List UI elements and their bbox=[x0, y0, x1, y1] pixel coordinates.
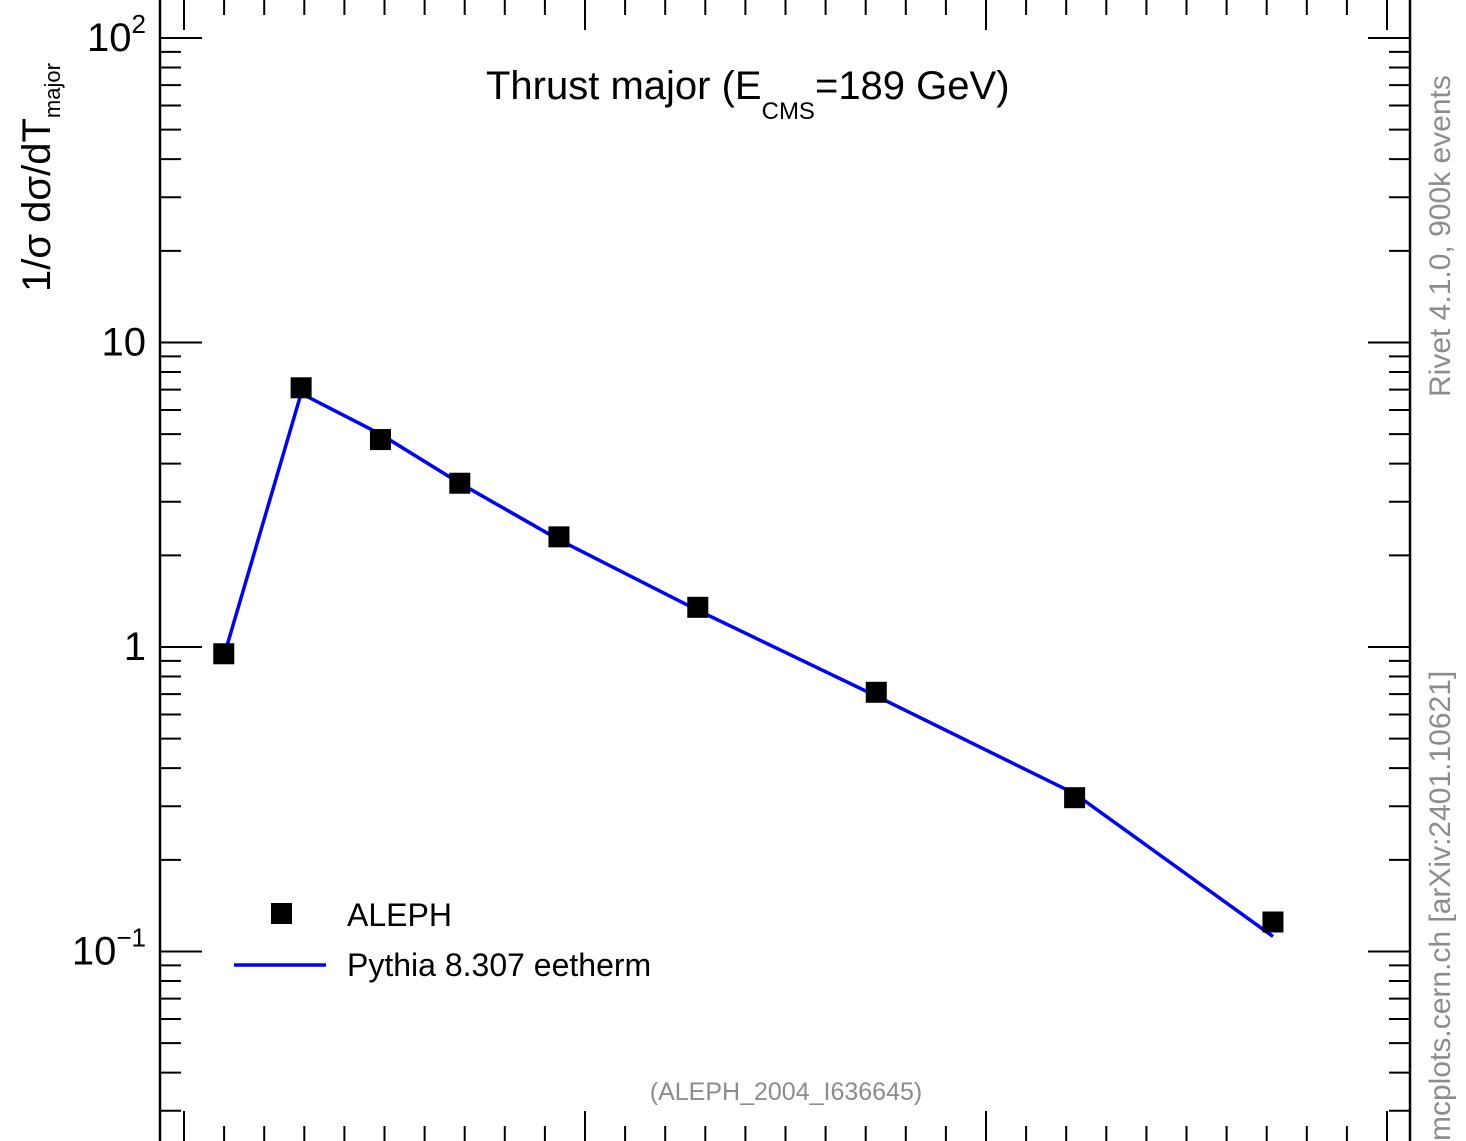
site-info-label: mcplots.cern.ch [arXiv:2401.10621] bbox=[1424, 671, 1457, 1141]
y-axis-ticks bbox=[160, 37, 1410, 1112]
chart-title-main: Thrust major (E bbox=[486, 64, 762, 108]
plot-frame bbox=[158, 0, 1412, 1141]
y-tick-label: 102 bbox=[87, 9, 146, 60]
y-tick-label-exponent: 2 bbox=[132, 9, 146, 39]
y-tick-label-base: 1 bbox=[124, 625, 146, 669]
chart-title-sub: CMS bbox=[762, 98, 815, 125]
y-tick-label-base: 10 bbox=[72, 930, 117, 974]
aleph-data-point bbox=[865, 681, 887, 703]
aleph-data-point bbox=[687, 596, 709, 618]
y-tick-label: 10−1 bbox=[72, 923, 146, 974]
aleph-data-point bbox=[449, 472, 471, 494]
y-tick-label-exponent: −1 bbox=[116, 923, 146, 953]
chart-title: Thrust major (ECMS=189 GeV) bbox=[486, 64, 1010, 125]
y-tick-label: 10 bbox=[102, 321, 147, 365]
aleph-data-point bbox=[369, 429, 391, 451]
y-axis-label-sub: major bbox=[40, 63, 65, 118]
aleph-series bbox=[213, 377, 1284, 933]
legend-aleph-label: ALEPH bbox=[347, 897, 452, 933]
aleph-data-point bbox=[1262, 911, 1284, 933]
aleph-data-point bbox=[1064, 787, 1086, 809]
aleph-data-point bbox=[548, 526, 570, 548]
aleph-data-point bbox=[290, 377, 312, 399]
x-axis-ticks bbox=[183, 0, 1388, 1141]
y-tick-label-base: 10 bbox=[87, 16, 132, 60]
aleph-data-point bbox=[213, 643, 235, 665]
y-tick-label-base: 10 bbox=[102, 321, 147, 365]
y-tick-label: 1 bbox=[124, 625, 146, 669]
y-axis-label: 1/σ dσ/dTmajor bbox=[15, 63, 65, 292]
analysis-label: (ALEPH_2004_I636645) bbox=[650, 1078, 922, 1106]
legend: ALEPH Pythia 8.307 eetherm bbox=[234, 897, 651, 983]
chart-title-tail: =189 GeV) bbox=[815, 64, 1010, 108]
legend-pythia-label: Pythia 8.307 eetherm bbox=[347, 947, 651, 983]
rivet-info-label: Rivet 4.1.0, 900k events bbox=[1424, 75, 1457, 397]
pythia-line bbox=[222, 390, 1275, 938]
pythia-series bbox=[222, 390, 1275, 938]
y-axis-label-main: 1/σ dσ/dT bbox=[15, 118, 59, 292]
legend-aleph-marker bbox=[271, 903, 292, 924]
